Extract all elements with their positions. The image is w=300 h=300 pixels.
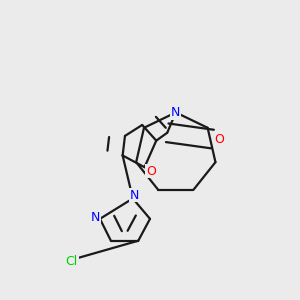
Text: N: N [91, 211, 100, 224]
Text: N: N [171, 106, 181, 119]
Text: Cl: Cl [66, 255, 78, 268]
Text: O: O [214, 133, 224, 146]
Text: O: O [146, 165, 156, 178]
Text: N: N [130, 189, 139, 202]
